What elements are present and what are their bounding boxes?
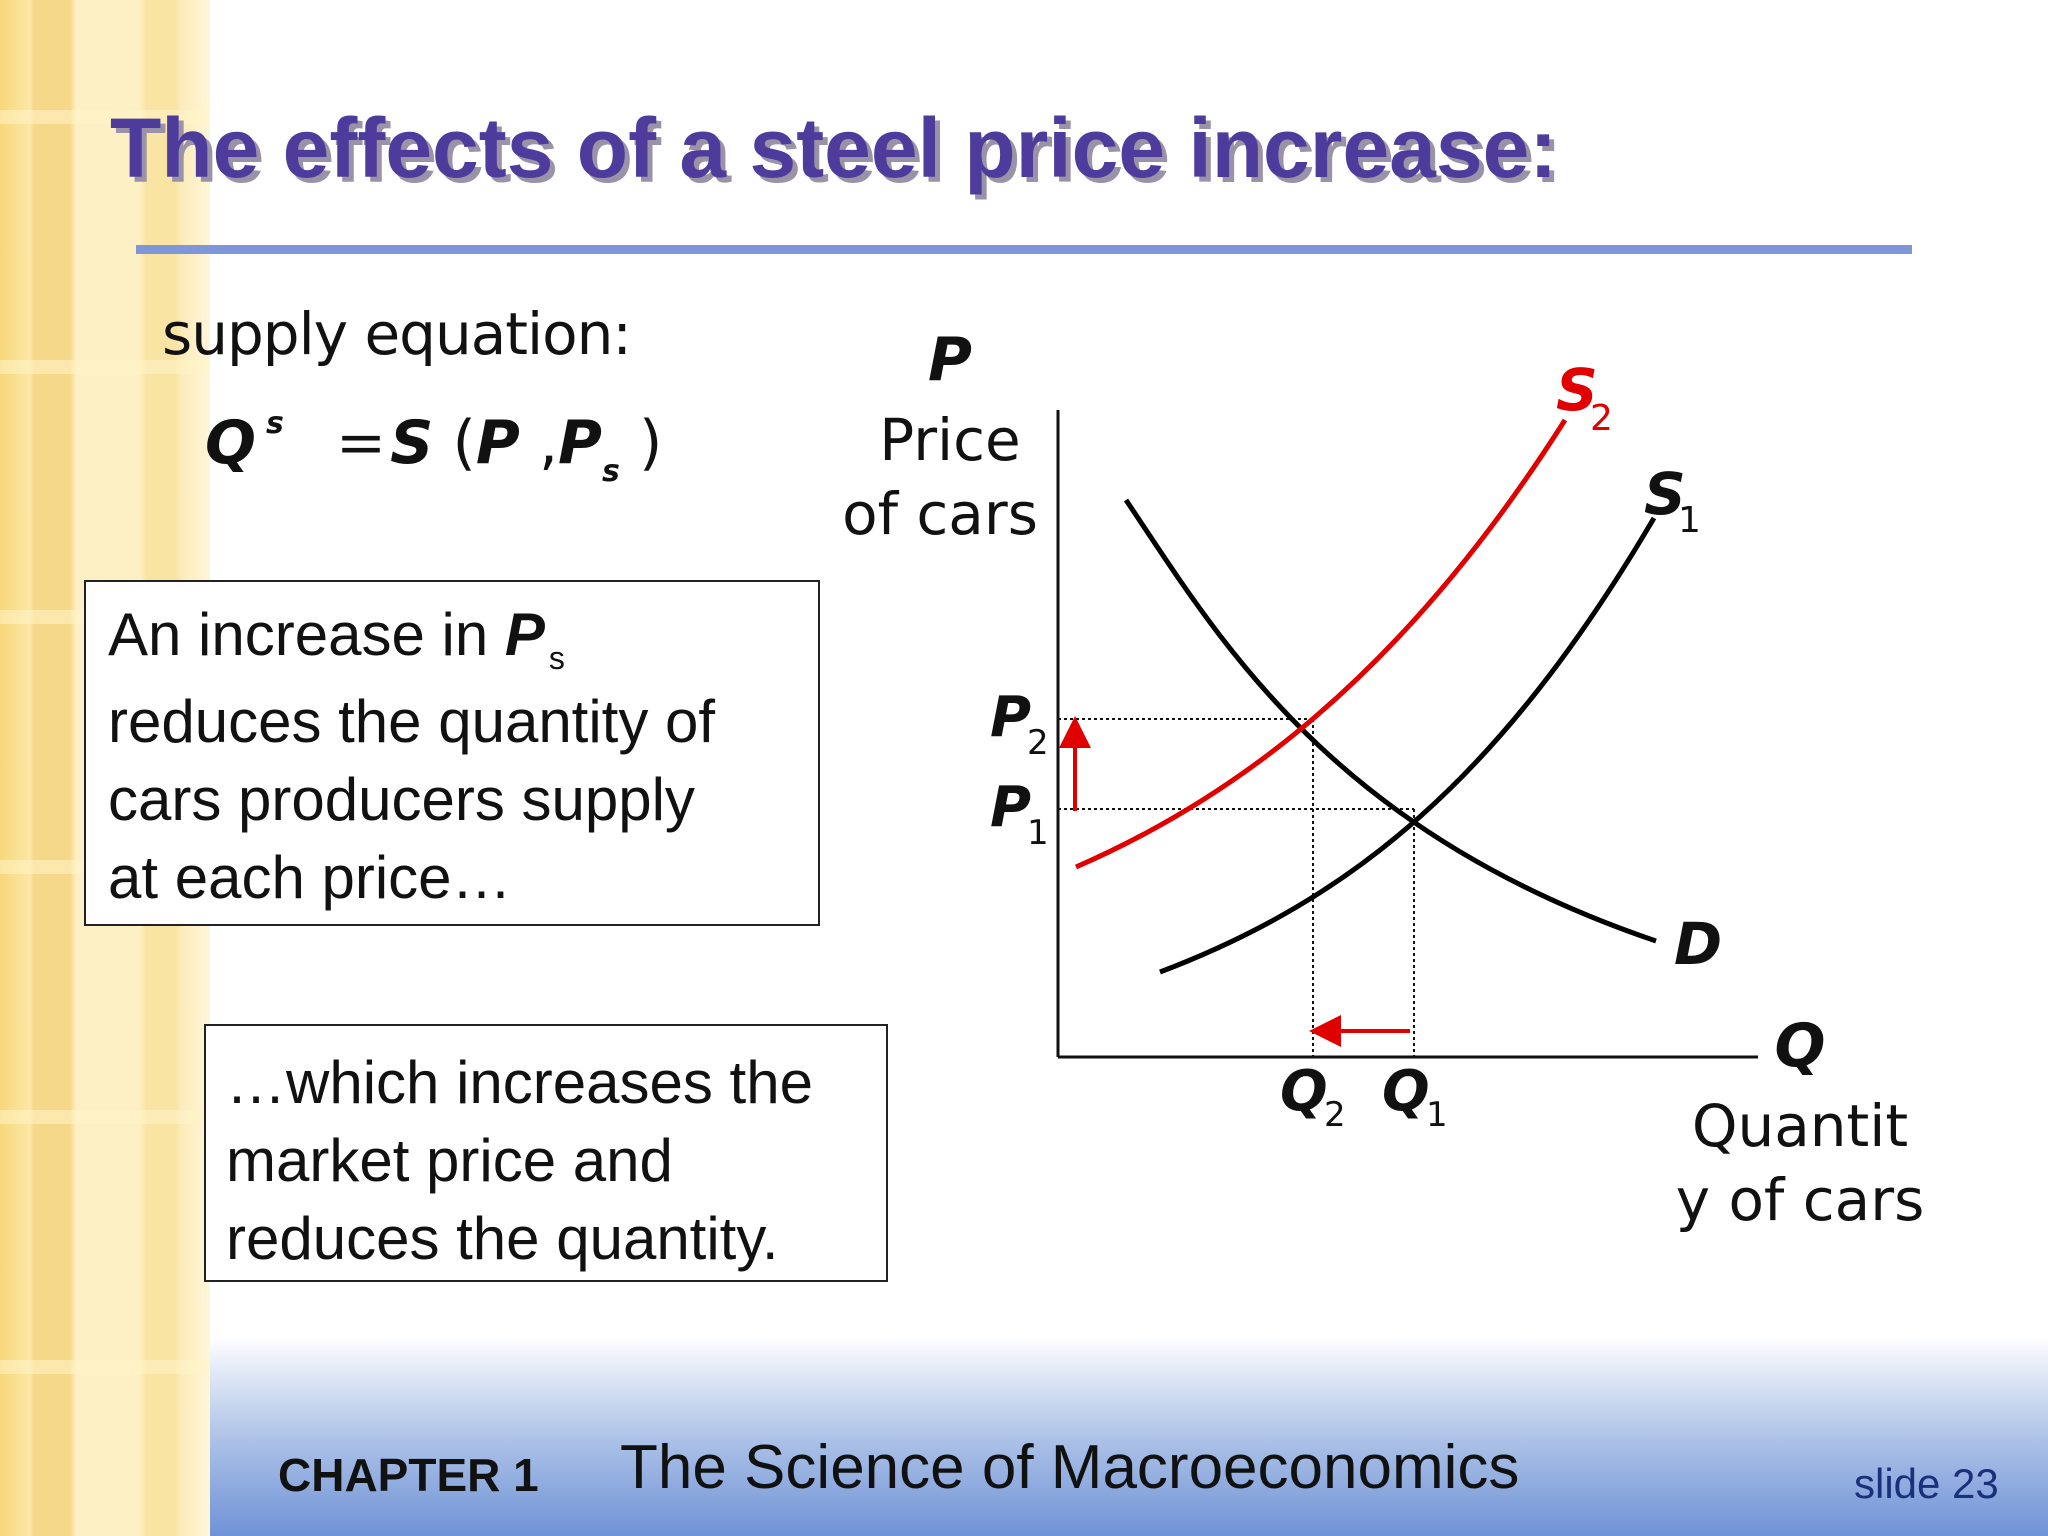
p2-label-subscript: 2 xyxy=(1027,723,1049,763)
eq-equals: = xyxy=(335,408,387,478)
y-axis-label-line2: of cars xyxy=(842,480,1038,548)
x-axis-label-line1: Quantit xyxy=(1692,1092,1908,1160)
title-underline xyxy=(136,245,1912,254)
supply-curve-s2 xyxy=(1075,418,1568,870)
supply-curve-s1 xyxy=(1159,516,1657,975)
box2-line1: …which increases the xyxy=(226,1049,813,1116)
y-axis-label-line1: Price xyxy=(879,406,1021,474)
box1-ps-letter: P xyxy=(504,601,545,668)
footer-chapter: CHAPTER 1 xyxy=(278,1449,539,1501)
q1-label-letter: Q xyxy=(1382,1059,1430,1124)
q2-label-subscript: 2 xyxy=(1324,1095,1346,1135)
eq-ps: P xyxy=(558,408,602,478)
q2-label-letter: Q xyxy=(1280,1059,1328,1124)
box2-line3: reduces the quantity. xyxy=(226,1205,779,1272)
box1-line4: at each price… xyxy=(108,844,512,911)
s2-label-subscript: 2 xyxy=(1590,398,1613,439)
y-axis-symbol: P xyxy=(928,325,972,395)
p1-label-subscript: 1 xyxy=(1027,813,1049,853)
slide-title: The effects of a steel price increase: xyxy=(110,101,1558,195)
s1-label-letter: S xyxy=(1644,460,1686,528)
s2-label-letter: S xyxy=(1556,356,1598,424)
eq-s: S xyxy=(390,408,434,478)
eq-p: P xyxy=(475,408,520,478)
p2-label-letter: P xyxy=(990,685,1031,750)
eq-open-paren: ( xyxy=(452,408,476,478)
demand-curve xyxy=(1123,498,1657,944)
footer-band xyxy=(210,1336,2048,1536)
box1-line1-text: An increase in xyxy=(108,601,505,668)
eq-ps-subscript: s xyxy=(602,454,620,489)
eq-close-paren: ) xyxy=(638,408,663,478)
box1-ps-subscript: s xyxy=(548,640,565,676)
s1-label-subscript: 1 xyxy=(1678,500,1701,541)
p1-label-letter: P xyxy=(990,775,1031,840)
x-axis-label-line2: y of cars xyxy=(1676,1166,1925,1234)
eq-comma: , xyxy=(538,408,559,478)
eq-q-superscript: s xyxy=(266,406,284,441)
footer-book-title: The Science of Macroeconomics xyxy=(620,1433,1520,1502)
demand-label: D xyxy=(1674,910,1722,978)
box1-line3: cars producers supply xyxy=(108,766,695,833)
x-axis-symbol: Q xyxy=(1774,1011,1825,1081)
box2-line2: market price and xyxy=(226,1127,673,1194)
eq-q: Q xyxy=(205,408,257,478)
footer-slide-number: slide 23 xyxy=(1854,1460,1999,1507)
textbox-market-effect: …which increases the market price and re… xyxy=(204,1024,888,1282)
equation-label: supply equation: xyxy=(162,300,632,368)
q1-label-subscript: 1 xyxy=(1426,1095,1448,1135)
box1-line2: reduces the quantity of xyxy=(108,688,716,755)
